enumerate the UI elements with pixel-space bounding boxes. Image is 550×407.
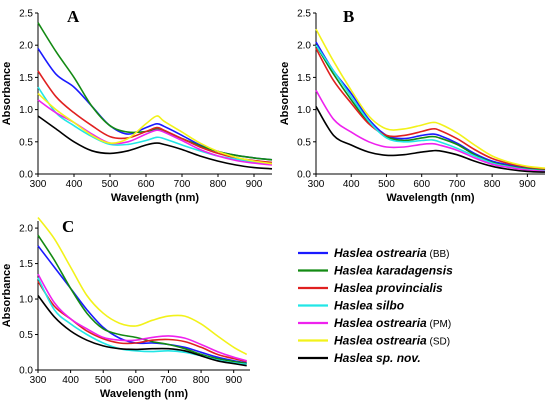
series-line-haslea-silbo [315, 44, 546, 172]
legend-code: (BB) [427, 249, 450, 260]
y-tick-label: 2.5 [19, 9, 33, 20]
x-tick-label: 600 [128, 375, 145, 386]
x-tick-label: 700 [160, 375, 177, 386]
y-tick-label: 1.0 [19, 105, 33, 116]
y-tick-label: 1.5 [297, 73, 311, 84]
x-tick-label: 500 [378, 179, 395, 190]
legend-label: Haslea ostrearia (PM) [334, 316, 451, 330]
series-line-haslea-ostrearia-sd [37, 92, 273, 165]
y-axis-title: Absorbance [279, 62, 291, 126]
legend-code: (PM) [427, 319, 451, 330]
x-tick-label: 700 [449, 179, 466, 190]
x-tick-label: 900 [225, 375, 242, 386]
legend-item: Haslea ostrearia (PM) [298, 316, 451, 330]
series-line-haslea-ostrearia-pm [37, 273, 247, 362]
y-tick-label: 2.5 [297, 9, 311, 20]
y-tick-label: 0.0 [19, 170, 33, 181]
panel-letter: C [62, 217, 74, 236]
y-tick-label: 0.0 [19, 366, 33, 377]
y-axis-title: Absorbance [1, 62, 13, 126]
x-tick-label: 300 [308, 179, 325, 190]
series-line-haslea-silbo [37, 86, 273, 165]
y-tick-label: 1.5 [19, 73, 33, 84]
legend-code: (SD) [427, 337, 450, 348]
legend-item: Haslea karadagensis [298, 264, 453, 278]
x-tick-label: 500 [95, 375, 112, 386]
y-tick-label: 0.0 [297, 170, 311, 181]
x-tick-label: 900 [519, 179, 536, 190]
legend-label: Haslea provincialis [334, 281, 443, 295]
legend-item: Haslea provincialis [298, 281, 443, 295]
x-axis-title: Wavelength (nm) [100, 388, 189, 400]
legend-item: Haslea sp. nov. [298, 351, 421, 365]
series-line-haslea-sp-nov [37, 115, 273, 170]
series-line-haslea-provincialis [315, 48, 546, 170]
legend-item: Haslea ostrearia (BB) [298, 246, 450, 260]
y-tick-label: 1.0 [19, 295, 33, 306]
legend: Haslea ostrearia (BB) Haslea karadagensis… [298, 246, 453, 365]
x-tick-label: 900 [246, 179, 263, 190]
panel-letter: B [343, 7, 354, 26]
chart-panel-b: 300 400 500 600 700 800 900 0.0 0.5 1.0 1.5 2.0 2.5 W… [279, 7, 546, 204]
panel-letter: A [67, 7, 80, 26]
legend-item: Haslea silbo [298, 299, 404, 313]
series-line-haslea-sp-nov [315, 105, 546, 173]
series-line-haslea-ostrearia-pm [315, 89, 546, 173]
series-line-haslea-ostrearia-sd [37, 217, 248, 356]
x-tick-label: 800 [210, 179, 227, 190]
y-tick-label: 2.0 [297, 41, 311, 52]
y-tick-label: 1.0 [297, 105, 311, 116]
x-tick-label: 500 [102, 179, 119, 190]
x-tick-label: 600 [413, 179, 430, 190]
x-tick-label: 800 [484, 179, 501, 190]
x-tick-label: 400 [62, 375, 79, 386]
legend-label: Haslea karadagensis [334, 264, 453, 278]
series-line-haslea-ostrearia-bb [315, 41, 546, 171]
series-line-haslea-karadagensis [37, 234, 247, 365]
legend-label: Haslea sp. nov. [334, 351, 421, 365]
y-tick-label: 2.0 [19, 41, 33, 52]
x-tick-label: 300 [30, 375, 47, 386]
legend-label: Haslea silbo [334, 299, 404, 313]
x-tick-label: 400 [66, 179, 83, 190]
chart-panel-c: 300 400 500 600 700 800 900 0.0 0.5 1.0 1.5 2.0 Wave… [1, 217, 250, 400]
y-tick-label: 1.5 [19, 259, 33, 270]
x-tick-label: 400 [343, 179, 360, 190]
legend-label: Haslea ostrearia (BB) [334, 246, 450, 260]
series-line-haslea-karadagensis [37, 22, 273, 161]
y-tick-label: 2.0 [19, 224, 33, 235]
x-tick-label: 300 [30, 179, 47, 190]
series-line-haslea-sp-nov [37, 295, 247, 367]
y-axis-title: Absorbance [1, 264, 13, 328]
chart-panel-a: 300 400 500 600 700 800 900 0.0 0.5 1.0 1.5 2.0 2.5 W… [1, 7, 273, 204]
y-tick-label: 0.5 [297, 137, 311, 148]
series-line-haslea-ostrearia-sd [315, 28, 546, 169]
x-tick-label: 800 [193, 375, 210, 386]
y-tick-label: 0.5 [19, 330, 33, 341]
x-axis-title: Wavelength (nm) [386, 192, 475, 204]
x-tick-label: 600 [138, 179, 155, 190]
legend-label: Haslea ostrearia (SD) [334, 334, 450, 348]
series-line-haslea-provincialis [37, 70, 273, 164]
x-axis-title: Wavelength (nm) [111, 192, 200, 204]
y-tick-label: 0.5 [19, 137, 33, 148]
x-tick-label: 700 [174, 179, 191, 190]
legend-item: Haslea ostrearia (SD) [298, 334, 450, 348]
